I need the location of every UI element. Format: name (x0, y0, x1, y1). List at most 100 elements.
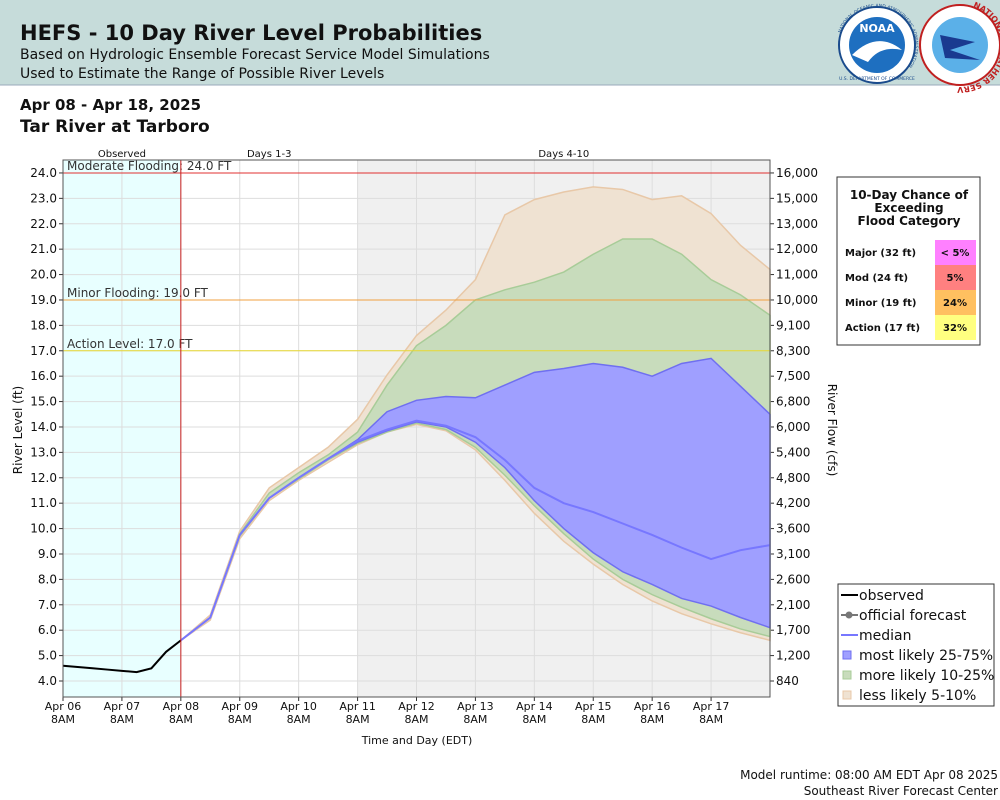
y2-tick-label: 8,300 (776, 344, 810, 358)
x-tick-label: Apr 13 8AM (457, 700, 494, 726)
header-band (0, 0, 1000, 85)
y2-tick-label: 12,000 (776, 242, 818, 256)
y-tick-label: 24.0 (30, 166, 57, 180)
y-tick-label: 6.0 (38, 623, 57, 637)
category: Action (17 ft) (845, 323, 920, 334)
y2-tick-label: 5,400 (776, 445, 810, 459)
y-tick-label: 18.0 (30, 318, 57, 332)
flood-label: Moderate Flooding: 24.0 FT (67, 159, 232, 173)
chance-cell (935, 315, 976, 340)
x-tick-label: Apr 10 8AM (280, 700, 317, 726)
flood-label: Action Level: 17.0 FT (67, 337, 193, 351)
y2-tick-label: 2,600 (776, 572, 810, 586)
legend-label: more likely 10-25% (859, 668, 994, 684)
x-tick-label: Apr 12 8AM (398, 700, 435, 726)
legend-label: median (859, 628, 911, 644)
y-axis-title: River Level (ft) (11, 386, 25, 474)
table-title: Flood Category (858, 214, 961, 228)
y2-tick-label: 3,600 (776, 522, 810, 536)
x-tick-label: Apr 11 8AM (339, 700, 376, 726)
date-range: Apr 08 - Apr 18, 2025 (20, 96, 201, 114)
y2-tick-label: 4,800 (776, 471, 810, 485)
footer-runtime: Model runtime: 08:00 AM EDT Apr 08 2025 (740, 768, 998, 782)
y-tick-label: 14.0 (30, 420, 57, 434)
noaa-bird (852, 41, 902, 62)
chance-cell (935, 290, 976, 315)
subtitle: Used to Estimate the Range of Possible R… (20, 66, 384, 82)
legend: observed official forecast median most like… (837, 583, 995, 707)
y-tick-label: 15.0 (30, 395, 57, 409)
category: Major (32 ft) (845, 248, 916, 259)
legend-swatch (842, 690, 852, 700)
chance: 32% (943, 323, 967, 334)
x-tick-label: Apr 09 8AM (221, 700, 259, 726)
y-tick-label: 19.0 (30, 293, 57, 307)
title: HEFS - 10 Day River Level Probabilities (20, 21, 482, 45)
nws-cloud (940, 35, 980, 60)
y2-tick-label: 6,800 (776, 395, 810, 409)
legend-dot (845, 611, 853, 619)
y2-tick-label: 16,000 (776, 166, 818, 180)
y2-tick-label: 2,100 (776, 598, 810, 612)
y2-tick-label: 10,000 (776, 293, 818, 307)
y2-tick-label: 7,500 (776, 369, 810, 383)
x-tick-label: Apr 15 8AM (574, 700, 612, 726)
table-title: 10-Day Chance of (850, 188, 969, 202)
legend-label: observed (859, 588, 924, 604)
y-tick-label: 7.0 (38, 598, 57, 612)
location: Tar River at Tarboro (20, 117, 210, 137)
flood-label: Minor Flooding: 19.0 FT (67, 286, 209, 300)
x-tick-label: Apr 17 8AM (692, 700, 730, 726)
chance-cell (935, 265, 976, 290)
y2-tick-label: 13,000 (776, 217, 818, 231)
series-line (180, 419, 771, 642)
noaa-ring-bottom: U.S. DEPARTMENT OF COMMERCE (839, 76, 915, 82)
y-tick-label: 20.0 (30, 268, 57, 282)
table-title: Exceeding (874, 201, 943, 215)
y-tick-label: 9.0 (38, 547, 57, 561)
series-line (62, 639, 182, 674)
chance-cell (935, 240, 976, 265)
footer-center: Southeast River Forecast Center (804, 784, 998, 798)
y2-tick-label: 15,000 (776, 191, 818, 205)
category: Mod (24 ft) (845, 273, 908, 284)
y-tick-label: 8.0 (38, 572, 57, 586)
x-tick-label: Apr 07 8AM (103, 700, 141, 726)
x-tick-label: Apr 16 8AM (633, 700, 671, 726)
y-tick-label: 11.0 (30, 496, 57, 510)
y-tick-label: 22.0 (30, 217, 57, 231)
y2-tick-label: 9,100 (776, 318, 810, 332)
period-label: Days 4-10 (538, 149, 589, 160)
x-tick-label: Apr 08 8AM (162, 700, 200, 726)
period-band (180, 160, 358, 697)
legend-swatch (842, 670, 852, 680)
y2-tick-label: 4,200 (776, 496, 810, 510)
chance: < 5% (941, 248, 970, 259)
legend-label: less likely 5-10% (859, 688, 976, 704)
y-tick-label: 23.0 (30, 191, 57, 205)
category: Minor (19 ft) (845, 298, 916, 309)
legend-label: most likely 25-75% (859, 648, 993, 664)
chance: 5% (947, 273, 964, 284)
y2-tick-label: 1,200 (776, 649, 810, 663)
period-label: Observed (98, 149, 146, 160)
legend-swatch (842, 650, 852, 660)
y-tick-label: 16.0 (30, 369, 57, 383)
y-tick-label: 4.0 (38, 674, 57, 688)
x-tick-label: Apr 14 8AM (516, 700, 553, 726)
subtitle: Based on Hydrologic Ensemble Forecast Se… (20, 47, 490, 63)
chance: 24% (943, 298, 967, 309)
y-tick-label: 21.0 (30, 242, 57, 256)
legend-box (837, 583, 995, 707)
legend-label: official forecast (859, 608, 967, 624)
y2-tick-label: 1,700 (776, 623, 810, 637)
plot-frame (62, 159, 771, 698)
noaa-text: NOAA (859, 22, 895, 35)
y-tick-label: 12.0 (30, 471, 57, 485)
y2-axis-title: River Flow (cfs) (825, 384, 839, 477)
y-tick-label: 17.0 (30, 344, 57, 358)
y2-tick-label: 3,100 (776, 547, 810, 561)
